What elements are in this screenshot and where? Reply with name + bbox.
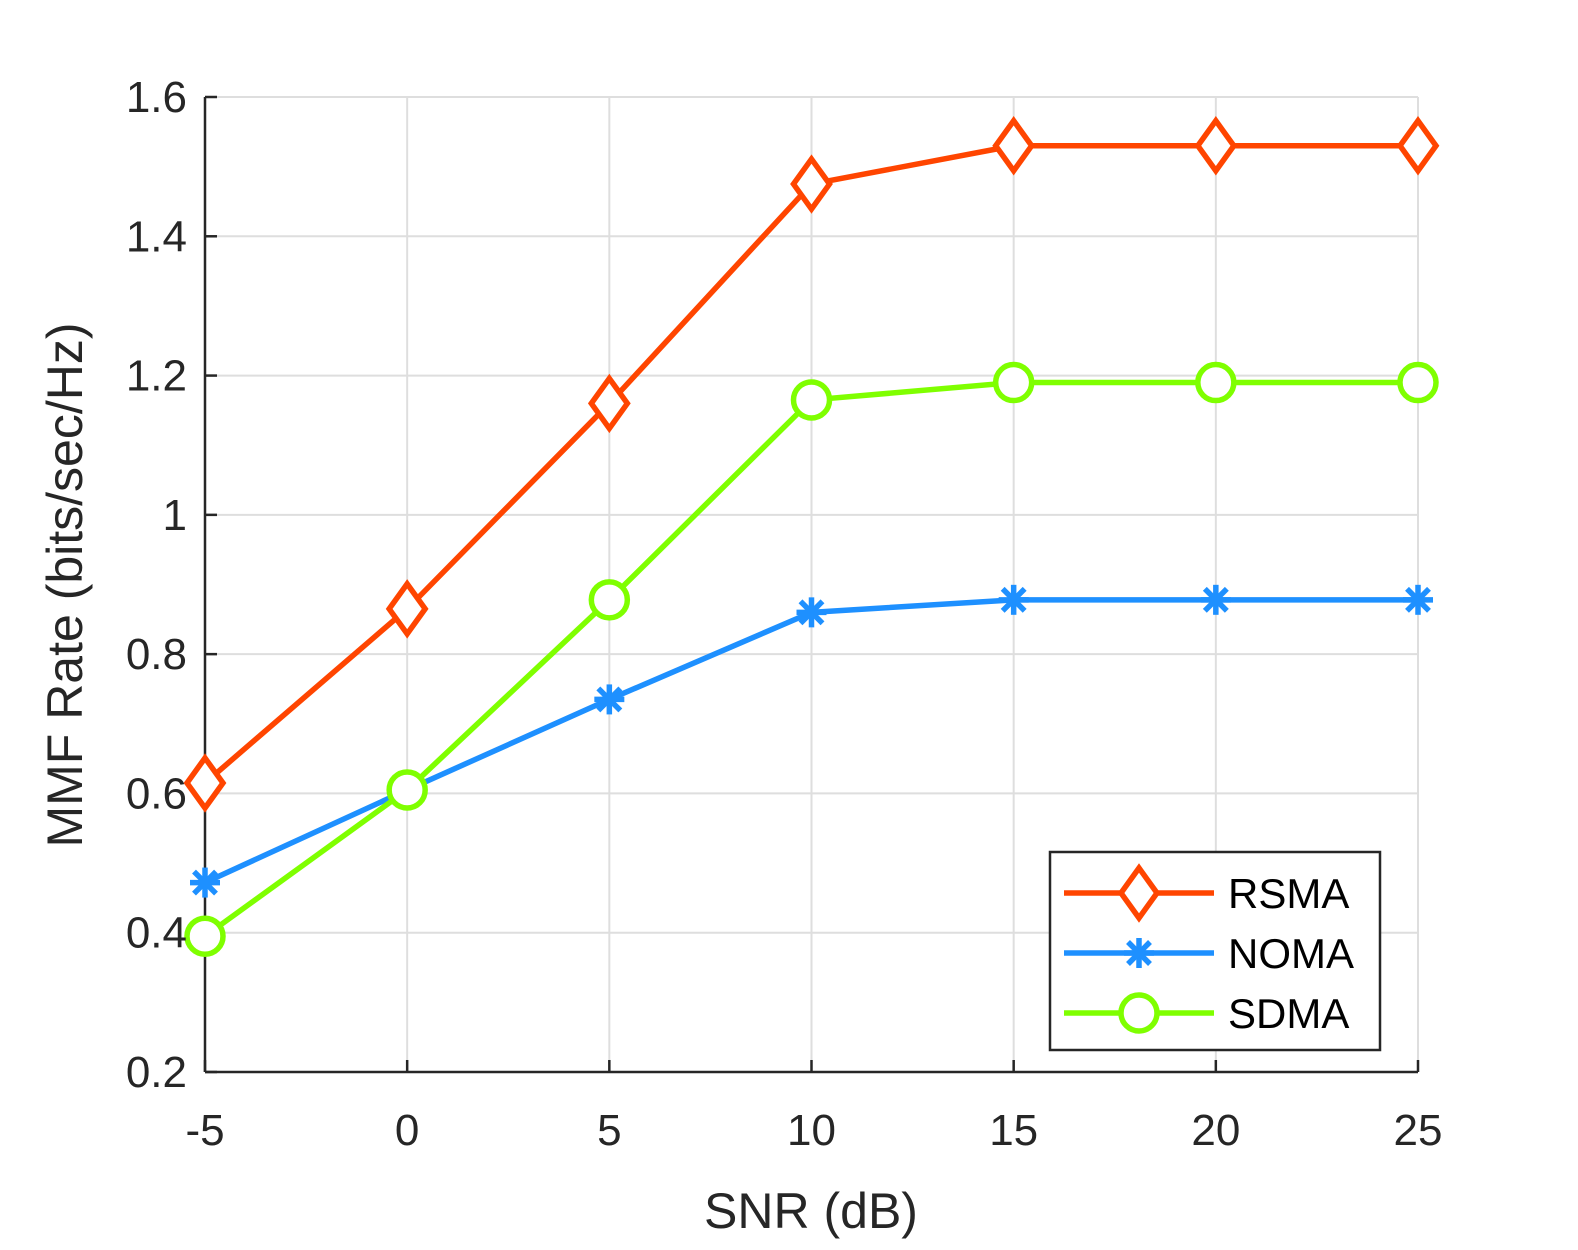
data-point-rsma — [790, 154, 833, 214]
legend-marker — [1124, 938, 1154, 968]
x-tick-label: 0 — [395, 1106, 419, 1155]
data-point-noma — [998, 584, 1029, 615]
legend-item-noma: NOMA — [1064, 930, 1354, 977]
legend-marker — [1118, 992, 1160, 1034]
data-point-noma — [1200, 584, 1231, 615]
x-tick-label: 20 — [1191, 1106, 1240, 1155]
data-point-noma — [1403, 584, 1433, 615]
legend-label: NOMA — [1228, 930, 1354, 977]
y-tick-label: 1 — [163, 491, 187, 540]
y-tick-label: 1.4 — [126, 212, 187, 261]
x-tick-label: 15 — [989, 1106, 1038, 1155]
data-point-sdma — [1397, 361, 1439, 404]
x-tick-label: 5 — [597, 1106, 621, 1155]
legend: RSMA NOMA SDMA — [1048, 850, 1382, 1052]
y-tick-label: 0.4 — [126, 909, 187, 958]
data-point-sdma — [790, 379, 833, 421]
legend-item-rsma: RSMA — [1064, 863, 1349, 923]
tick-labels: -5 0 5 10 15 20 25 0.2 0.4 0.6 0.8 1 1.2 1.4 1.6 — [126, 73, 1443, 1155]
data-point-rsma — [183, 753, 227, 813]
legend-label: RSMA — [1228, 870, 1349, 917]
y-tick-label: 1.6 — [126, 73, 187, 122]
y-tick-label: 0.6 — [126, 769, 187, 818]
y-tick-label: 1.2 — [126, 352, 187, 401]
data-point-rsma — [992, 116, 1036, 176]
series-layer — [183, 116, 1440, 957]
x-tick-label: 25 — [1394, 1106, 1443, 1155]
legend-item-sdma: SDMA — [1064, 990, 1349, 1037]
data-point-rsma — [587, 373, 631, 434]
data-point-noma — [594, 684, 625, 715]
data-point-noma — [190, 867, 220, 898]
y-tick-label: 0.2 — [126, 1048, 187, 1097]
data-point-sdma — [588, 579, 631, 621]
x-tick-label: -5 — [185, 1106, 224, 1155]
data-point-noma — [796, 597, 827, 628]
y-tick-label: 0.8 — [126, 630, 187, 679]
data-point-rsma — [1194, 116, 1238, 176]
data-point-sdma — [992, 361, 1035, 404]
legend-marker — [1117, 863, 1161, 923]
data-point-rsma — [1396, 116, 1440, 176]
data-point-sdma — [184, 915, 226, 957]
axes — [203, 95, 1420, 1074]
x-tick-label: 10 — [787, 1106, 836, 1155]
data-point-sdma — [386, 769, 428, 811]
legend-label: SDMA — [1228, 990, 1349, 1037]
data-point-rsma — [385, 579, 429, 639]
y-axis-label: MMF Rate (bits/sec/Hz) — [37, 322, 93, 847]
x-axis-label: SNR (dB) — [704, 1183, 918, 1239]
data-point-sdma — [1195, 361, 1237, 404]
